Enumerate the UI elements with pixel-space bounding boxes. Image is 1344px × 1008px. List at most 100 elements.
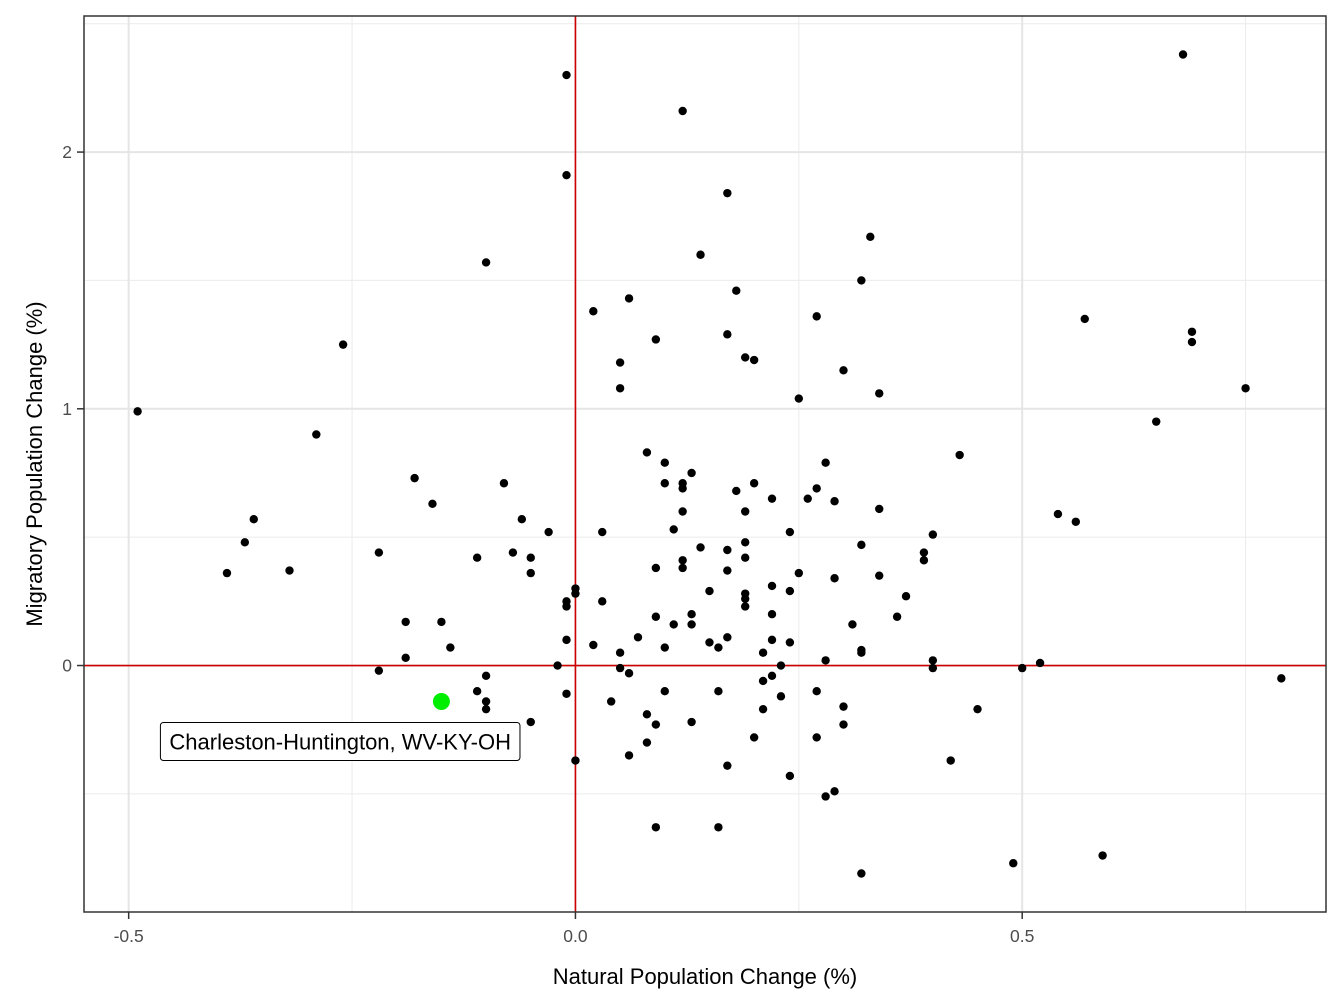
data-point [794, 394, 804, 403]
data-point [1187, 337, 1197, 347]
data-point [955, 450, 964, 460]
data-point [723, 566, 732, 575]
data-point [785, 638, 795, 647]
data-point [749, 355, 759, 365]
data-point [517, 514, 527, 524]
data-point [767, 635, 777, 645]
data-point [660, 687, 669, 696]
data-point [240, 538, 250, 547]
data-point [642, 738, 652, 747]
data-point [741, 507, 750, 516]
data-point [428, 499, 437, 508]
data-point [1009, 859, 1018, 868]
data-point [1035, 658, 1045, 668]
data-point [723, 633, 732, 642]
data-point [481, 704, 491, 714]
data-point [857, 648, 866, 657]
data-point [1152, 417, 1161, 426]
data-point [660, 479, 669, 488]
data-point [624, 751, 634, 760]
data-point [839, 720, 848, 729]
data-point [678, 507, 687, 516]
data-point [1080, 314, 1089, 324]
x-tick-label: 0.5 [1010, 926, 1034, 946]
data-point [723, 545, 732, 555]
data-point [875, 571, 884, 580]
data-point [562, 70, 571, 80]
data-point [741, 553, 750, 562]
data-point [714, 687, 723, 696]
data-point [669, 620, 678, 629]
data-point [785, 527, 795, 537]
data-point [776, 692, 786, 701]
data-point [526, 553, 535, 562]
data-point [589, 307, 598, 316]
data-point [919, 548, 929, 557]
highlighted-point [432, 692, 450, 710]
data-point [678, 556, 687, 565]
data-point [1018, 663, 1027, 673]
data-point [767, 494, 777, 503]
data-point [794, 568, 804, 578]
data-point [705, 586, 714, 596]
data-point [678, 563, 687, 573]
data-point [723, 188, 732, 198]
data-point [928, 663, 938, 673]
data-point [812, 733, 821, 742]
data-point [741, 602, 750, 611]
data-point [830, 497, 839, 506]
data-point [571, 589, 580, 598]
data-point [821, 792, 830, 801]
data-point [553, 661, 562, 670]
data-point [285, 566, 294, 575]
data-point [723, 761, 732, 770]
data-point [669, 525, 678, 534]
data-point [222, 568, 232, 578]
data-point [839, 702, 848, 711]
data-point [1053, 509, 1063, 519]
data-point [875, 504, 884, 514]
data-point [615, 663, 625, 673]
data-point [1071, 517, 1081, 526]
data-point [615, 358, 625, 367]
data-point [714, 823, 723, 832]
data-point [973, 704, 982, 714]
data-point [741, 594, 750, 603]
data-point [437, 617, 446, 627]
data-point [598, 527, 607, 537]
data-point [481, 697, 491, 706]
data-point [892, 612, 902, 621]
data-point [696, 543, 705, 552]
y-tick-label: 2 [62, 142, 72, 162]
data-point [133, 407, 142, 416]
data-point [732, 286, 741, 295]
data-point [1187, 327, 1197, 336]
data-point [741, 353, 750, 362]
x-axis: -0.5 0.0 0.5 [114, 912, 1034, 946]
annotation-box [159, 721, 521, 761]
data-point [606, 697, 616, 706]
x-axis-title: Natural Population Change (%) [553, 964, 858, 989]
data-point [767, 671, 777, 681]
y-axis: 0 1 2 [62, 142, 84, 676]
data-point [1098, 851, 1107, 860]
data-point [526, 717, 535, 727]
data-point [723, 330, 732, 339]
data-point [615, 648, 625, 657]
data-point [732, 486, 741, 496]
data-point [571, 756, 580, 765]
data-point [767, 581, 777, 591]
data-point [1241, 384, 1250, 393]
data-point [678, 484, 687, 493]
data-point [472, 687, 482, 696]
data-point [687, 468, 696, 478]
data-point [481, 671, 491, 681]
data-point [589, 640, 598, 650]
x-tick-label: 0.0 [563, 926, 588, 946]
data-point [312, 430, 321, 439]
data-point [741, 538, 750, 547]
data-point [1277, 674, 1286, 683]
data-point [446, 643, 455, 652]
y-axis-title: Migratory Population Change (%) [22, 301, 47, 626]
